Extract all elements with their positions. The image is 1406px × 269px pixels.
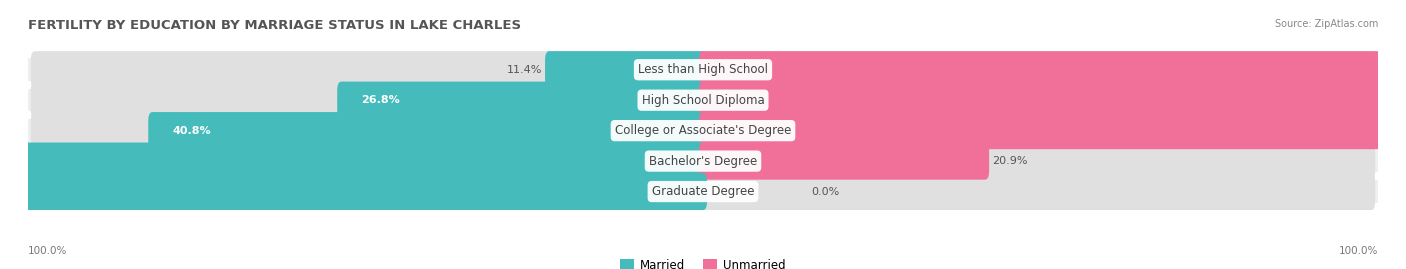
- FancyBboxPatch shape: [31, 143, 1375, 180]
- Text: Bachelor's Degree: Bachelor's Degree: [650, 155, 756, 168]
- Legend: Married, Unmarried: Married, Unmarried: [616, 254, 790, 269]
- Text: 40.8%: 40.8%: [173, 126, 211, 136]
- Text: College or Associate's Degree: College or Associate's Degree: [614, 124, 792, 137]
- Text: 26.8%: 26.8%: [361, 95, 401, 105]
- FancyBboxPatch shape: [31, 173, 1375, 210]
- FancyBboxPatch shape: [148, 112, 707, 149]
- Text: Graduate Degree: Graduate Degree: [652, 185, 754, 198]
- FancyBboxPatch shape: [31, 112, 1375, 149]
- Text: 20.9%: 20.9%: [991, 156, 1028, 166]
- FancyBboxPatch shape: [0, 173, 707, 210]
- FancyBboxPatch shape: [546, 51, 707, 88]
- Bar: [28, 119, 1378, 142]
- Bar: [28, 89, 1378, 111]
- Text: 0.0%: 0.0%: [811, 186, 839, 197]
- Text: Less than High School: Less than High School: [638, 63, 768, 76]
- Bar: [28, 58, 1378, 81]
- Text: 100.0%: 100.0%: [1339, 246, 1378, 256]
- Bar: [28, 180, 1378, 203]
- Bar: [28, 150, 1378, 172]
- FancyBboxPatch shape: [0, 143, 707, 180]
- Text: 11.4%: 11.4%: [508, 65, 543, 75]
- Text: FERTILITY BY EDUCATION BY MARRIAGE STATUS IN LAKE CHARLES: FERTILITY BY EDUCATION BY MARRIAGE STATU…: [28, 19, 522, 32]
- FancyBboxPatch shape: [31, 82, 1375, 119]
- FancyBboxPatch shape: [699, 51, 1406, 88]
- Text: Source: ZipAtlas.com: Source: ZipAtlas.com: [1274, 19, 1378, 29]
- Text: High School Diploma: High School Diploma: [641, 94, 765, 107]
- Text: 100.0%: 100.0%: [28, 246, 67, 256]
- FancyBboxPatch shape: [337, 82, 707, 119]
- FancyBboxPatch shape: [699, 82, 1406, 119]
- FancyBboxPatch shape: [31, 51, 1375, 88]
- FancyBboxPatch shape: [699, 112, 1406, 149]
- FancyBboxPatch shape: [699, 143, 990, 180]
